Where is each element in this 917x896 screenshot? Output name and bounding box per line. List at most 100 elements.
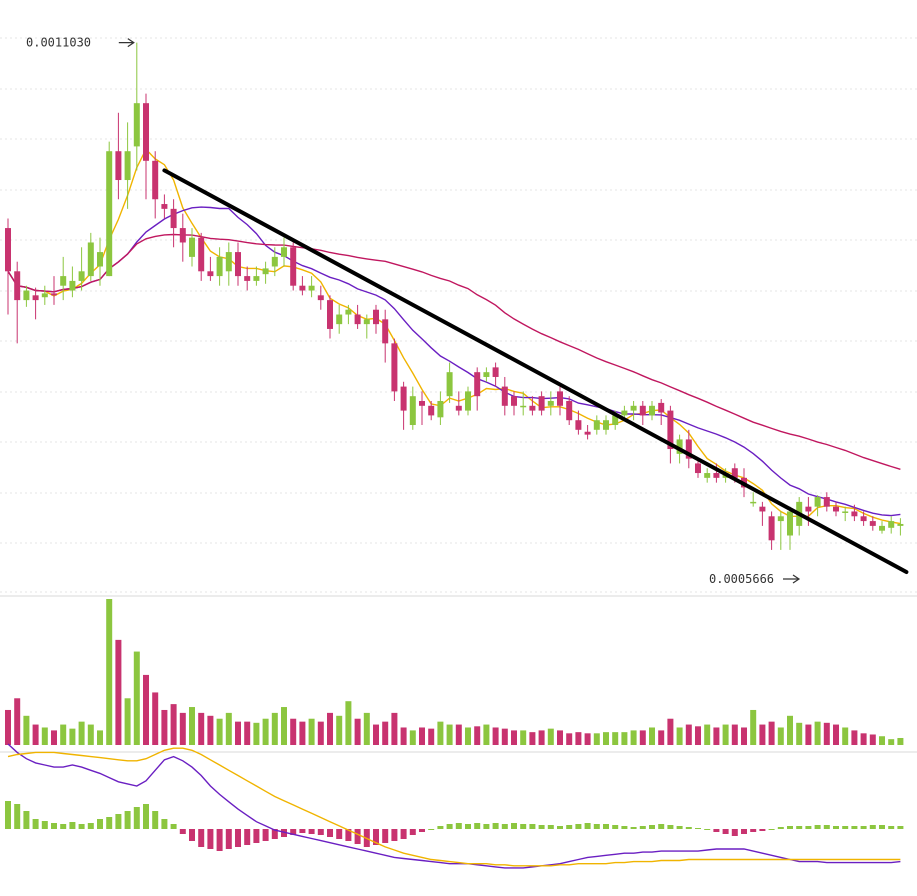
candle-body	[787, 511, 793, 536]
candle-body	[851, 511, 858, 517]
candle-body	[373, 309, 379, 325]
macd-bar	[345, 829, 352, 841]
volume-bar	[520, 730, 527, 745]
candle-body	[14, 271, 21, 301]
candle-body	[768, 516, 775, 541]
macd-bar	[649, 825, 655, 829]
macd-bar	[823, 825, 830, 829]
candle-body	[520, 405, 527, 408]
volume-bar	[897, 737, 904, 745]
candle	[60, 256, 67, 301]
candle	[630, 400, 637, 421]
candle-body	[382, 319, 389, 344]
volume-bar	[354, 718, 361, 745]
low-price-label: 0.0005666	[709, 572, 774, 586]
macd-bar	[879, 825, 885, 829]
candle-body	[290, 247, 297, 286]
volume-bar	[603, 732, 609, 745]
volume-bar	[722, 724, 729, 745]
volume-bar	[327, 712, 333, 745]
macd-bar	[814, 825, 821, 829]
candle-body	[60, 276, 67, 286]
candle-body	[805, 506, 812, 512]
candle-body	[529, 405, 536, 411]
macd-panel	[5, 743, 904, 869]
low-arrow-icon	[783, 574, 801, 584]
macd-bar	[695, 828, 701, 829]
candle	[317, 285, 324, 310]
candle-body	[299, 285, 306, 291]
candle	[814, 495, 821, 517]
candle	[584, 425, 591, 440]
candle	[483, 367, 490, 382]
candle-body	[621, 410, 628, 416]
candle-body	[336, 314, 343, 325]
macd-bar	[768, 829, 775, 830]
volume-bar	[32, 724, 39, 745]
candle-body	[244, 276, 251, 281]
candle-body	[750, 501, 757, 504]
volume-bar	[189, 707, 195, 745]
volume-bars	[5, 599, 904, 745]
volume-bar	[41, 727, 48, 745]
macd-bar	[336, 829, 343, 839]
candle	[143, 93, 149, 200]
candle-body	[492, 367, 499, 377]
candle-body	[262, 268, 269, 275]
volume-bar	[198, 712, 205, 745]
volume-bar	[382, 721, 389, 745]
candle-body	[777, 516, 784, 522]
candle-body	[271, 256, 278, 267]
macd-bar	[32, 819, 39, 829]
candle-body	[78, 271, 85, 281]
candle-body	[400, 386, 407, 411]
candle	[87, 232, 94, 281]
macd-bar	[465, 824, 471, 829]
macd-bar	[474, 823, 481, 829]
macd-bar	[446, 824, 453, 829]
candle	[842, 506, 849, 522]
candle	[207, 256, 214, 281]
candle	[851, 504, 858, 522]
macd-bar	[557, 826, 563, 829]
volume-bar	[483, 724, 490, 745]
candle-body	[557, 391, 563, 406]
candle-body	[860, 516, 867, 522]
candle-body	[833, 506, 839, 512]
volume-bar	[639, 730, 646, 745]
candle	[409, 386, 416, 430]
candle	[879, 521, 885, 534]
volume-bar	[593, 733, 600, 745]
volume-bar	[658, 730, 665, 745]
volume-bar	[777, 727, 784, 745]
macd-bar	[419, 829, 425, 832]
candle-body	[51, 293, 57, 296]
volume-bar	[391, 712, 398, 745]
candle-body	[713, 473, 720, 478]
volume-bar	[60, 724, 67, 745]
candle	[455, 391, 462, 416]
volume-bar	[511, 730, 517, 745]
candle-body	[814, 497, 821, 507]
candle-body	[639, 405, 646, 416]
moving-average-lines	[7, 148, 901, 525]
macd-bar	[796, 826, 803, 829]
macd-bar	[722, 829, 729, 834]
volume-bar	[69, 728, 76, 745]
macd-bar	[354, 829, 361, 844]
candle	[529, 396, 536, 416]
candle-body	[888, 521, 895, 528]
volume-bar	[814, 721, 821, 745]
volume-bar	[51, 730, 57, 745]
volume-bar	[465, 727, 471, 745]
volume-bar	[225, 712, 232, 745]
macd-bar	[529, 824, 536, 829]
volume-bar	[612, 732, 619, 745]
candle-body	[216, 256, 223, 277]
macd-bar	[713, 829, 720, 832]
volume-bar	[888, 739, 895, 745]
candle-body	[23, 290, 30, 301]
volume-bar	[538, 730, 545, 745]
candle	[547, 391, 554, 416]
macd-line-dif	[7, 743, 901, 869]
